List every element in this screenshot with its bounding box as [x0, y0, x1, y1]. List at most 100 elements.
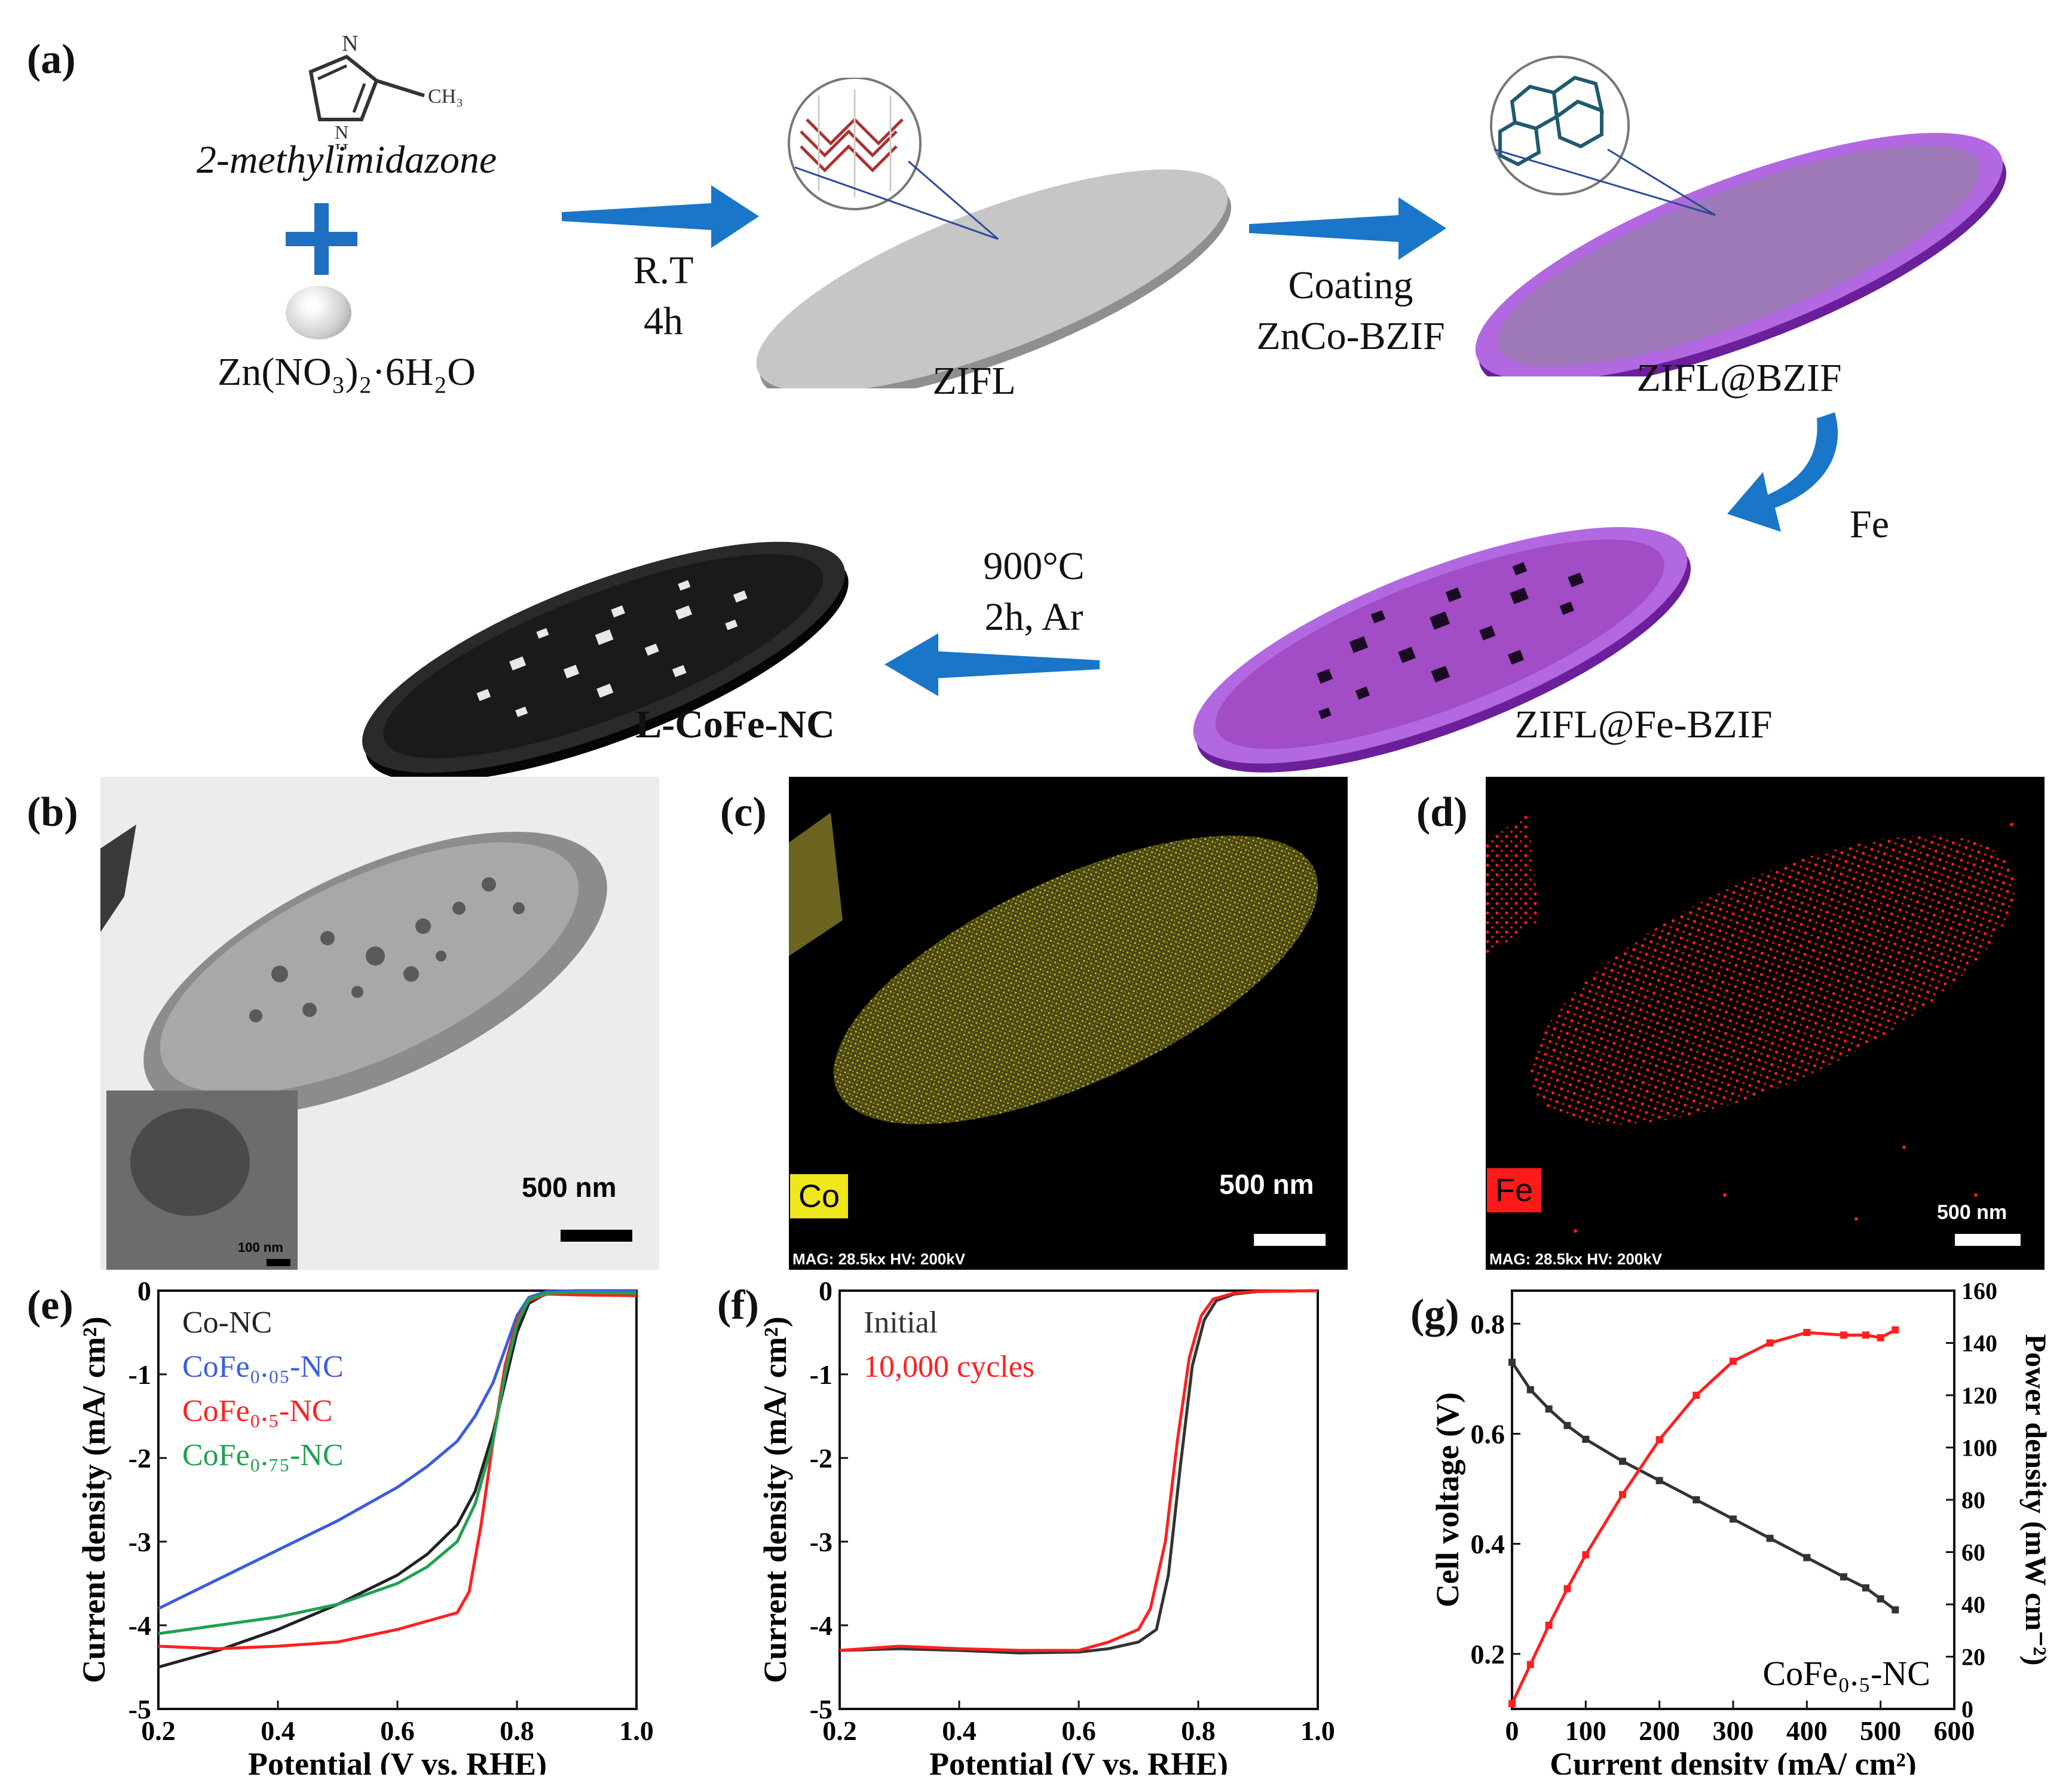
y-tick-label: -1: [810, 1359, 833, 1390]
data-point: [1803, 1554, 1811, 1561]
data-point: [1526, 1661, 1534, 1668]
x-tick-label: 0.8: [500, 1716, 534, 1746]
x-tick-label: 0.2: [141, 1716, 176, 1746]
x-tick-label: 0.8: [1181, 1716, 1216, 1746]
series-line-1: [1510, 1328, 1896, 1705]
product2-label: ZIFL@BZIF: [1636, 356, 1842, 400]
x-tick-label: 0.4: [261, 1716, 295, 1746]
panel-label-d: (d): [1416, 789, 1468, 835]
series-line-3: [158, 1291, 637, 1635]
plus-icon: [286, 203, 357, 275]
zifl-bzif-disc: [1475, 56, 2006, 376]
imidazole-nh: N: [335, 121, 348, 143]
data-point: [1766, 1339, 1774, 1347]
x-tick-label: 0.4: [942, 1716, 977, 1746]
arrow-step3-icon: [1727, 412, 1838, 532]
y-tick-label: 0.4: [1471, 1529, 1505, 1560]
x-tick-label: 300: [1713, 1716, 1754, 1746]
product4-label: L-CoFe-NC: [635, 703, 835, 746]
data-point: [1563, 1585, 1571, 1592]
scale-bar-d: [1955, 1234, 2021, 1246]
y2-tick-label: 40: [1961, 1591, 1985, 1618]
chart-e: 0.2 0.4 0.6 0.8 1.0 0 -1 -2 -3 -4 -5 Potential (V v…: [76, 1279, 654, 1775]
x-axis-label: Current density (mA/ cm²): [1550, 1746, 1917, 1775]
y2-tick-label: 160: [1961, 1279, 1997, 1304]
data-point: [1655, 1436, 1663, 1444]
y2-tick-label: 80: [1961, 1487, 1985, 1514]
x-tick-label: 0.6: [380, 1716, 415, 1746]
y-tick-label: -5: [128, 1694, 151, 1724]
step4-condition-2: 2h, Ar: [984, 595, 1084, 639]
step2-condition-1: Coating: [1288, 264, 1413, 307]
imidazole-n: N: [342, 31, 358, 56]
y-tick-label: 0: [819, 1279, 833, 1306]
arrow-step4-icon: [884, 633, 1100, 696]
y-tick-label: -3: [810, 1527, 833, 1557]
arrow-step1-icon: [562, 185, 759, 248]
chart-annotation: CoFe₀.₅-NC: [1762, 1654, 1930, 1693]
tem-image-b: 100 nm 500 nm: [100, 777, 659, 1270]
data-point: [1862, 1584, 1869, 1592]
data-point: [1619, 1491, 1626, 1499]
legend-entry: CoFe₀.₅-NC: [182, 1394, 333, 1428]
panel-label-g: (g): [1410, 1291, 1459, 1337]
product3-label: ZIFL@Fe-BZIF: [1514, 703, 1773, 746]
data-point: [1545, 1622, 1553, 1629]
y2-tick-label: 100: [1961, 1435, 1997, 1462]
series-line-1: [839, 1289, 1318, 1652]
fe-element-tag: Fe: [1487, 1168, 1542, 1212]
legend-entry: Initial: [864, 1306, 938, 1340]
x-axis-label: Potential (V vs. RHE): [248, 1746, 547, 1775]
fe-map-d: Fe 500 nm MAG: 28.5kx HV: 200kV: [1486, 777, 2045, 1270]
data-point: [1877, 1595, 1884, 1603]
data-point: [1563, 1422, 1571, 1429]
legend-entry: 10,000 cycles: [864, 1350, 1035, 1384]
y-tick-label: -1: [128, 1359, 151, 1390]
inset-scale-text: 100 nm: [238, 1240, 283, 1255]
reagent-1-label: 2-methylimidazone: [196, 138, 497, 182]
x-tick-label: 0: [1505, 1716, 1519, 1746]
chart-f: 0.2 0.4 0.6 0.8 1.0 0 -1 -2 -3 -4 -5 Potential (V v…: [757, 1279, 1335, 1775]
scale-text-b: 500 nm: [522, 1172, 617, 1203]
data-point: [1526, 1386, 1534, 1393]
data-point: [1840, 1331, 1847, 1339]
y-axis-label: Current density (mA/ cm²): [757, 1316, 793, 1683]
panel-label-e: (e): [27, 1282, 74, 1328]
step1-condition-1: R.T: [633, 249, 694, 292]
data-point: [1892, 1326, 1899, 1334]
imidazole-methyl: CH₃: [428, 85, 463, 108]
data-point: [1508, 1700, 1516, 1708]
data-point: [1840, 1573, 1847, 1580]
y-tick-label: -2: [810, 1443, 833, 1474]
data-point: [1877, 1334, 1884, 1341]
y-tick-label: 0.6: [1471, 1419, 1505, 1449]
co-element-tag: Co: [790, 1174, 849, 1218]
co-map-c: Co 500 nm MAG: 28.5kx HV: 200kV: [789, 777, 1348, 1270]
y2-tick-label: 20: [1961, 1644, 1985, 1671]
zifl-fe-bzif-disc: [1193, 527, 1691, 773]
series-line-0: [1510, 1361, 1896, 1612]
l-cofe-nc-disc: [362, 541, 849, 782]
reagent-2-label: Zn(NO₃)₂·6H₂O: [218, 350, 476, 394]
scale-text-c: 500 nm: [1219, 1169, 1314, 1200]
y-axis-label: Cell voltage (V): [1434, 1392, 1465, 1607]
data-point: [1766, 1534, 1774, 1542]
x-tick-label: 200: [1639, 1716, 1680, 1746]
tem-inset: 100 nm: [106, 1090, 298, 1270]
x-axis-label: Potential (V vs. RHE): [929, 1746, 1228, 1775]
panel-label-c: (c): [720, 789, 767, 835]
data-point: [1803, 1329, 1811, 1336]
legend-entry: CoFe₀.₀₅-NC: [182, 1350, 344, 1384]
x-tick-label: 1.0: [1300, 1716, 1335, 1746]
step2-condition-2: ZnCo-BZIF: [1256, 314, 1445, 358]
series-line-0: [839, 1289, 1318, 1655]
data-point: [1892, 1606, 1899, 1614]
zinc-sphere-icon: [286, 286, 351, 339]
data-point: [1619, 1457, 1626, 1465]
y2-tick-label: 60: [1961, 1539, 1985, 1566]
y-axis-label: Current density (mA/ cm²): [76, 1316, 112, 1683]
data-point: [1545, 1405, 1553, 1413]
series-line-1: [157, 1289, 636, 1610]
data-point: [1730, 1358, 1737, 1365]
series-line-0: [158, 1289, 636, 1669]
